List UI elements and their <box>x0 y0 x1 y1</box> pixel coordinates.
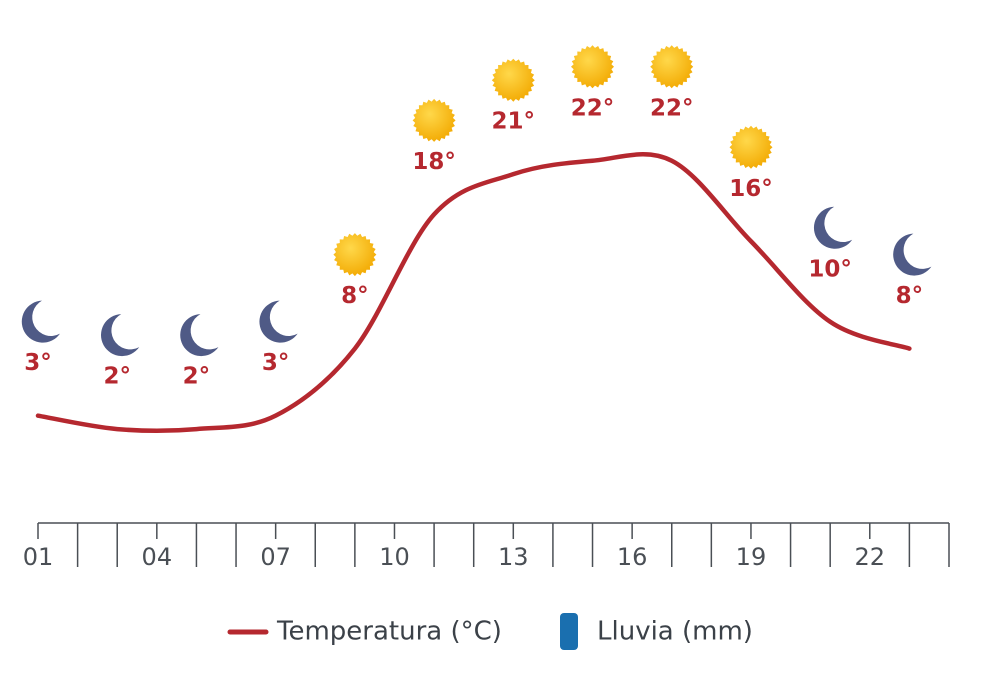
legend-label: Lluvia (mm) <box>597 617 753 647</box>
sun-icon <box>333 233 377 277</box>
value-label: 2° <box>183 364 211 390</box>
value-label: 2° <box>103 364 131 390</box>
value-label: 3° <box>262 350 290 376</box>
sun-icon <box>650 45 694 89</box>
value-label: 22° <box>571 95 615 121</box>
moon-icon <box>100 314 140 357</box>
moon-icon <box>180 314 219 357</box>
value-label: 16° <box>729 176 773 202</box>
sun-icon <box>491 58 535 102</box>
moon-icon <box>893 233 932 276</box>
sun-icon <box>571 45 614 89</box>
temperature-line <box>35 152 912 433</box>
sun-icon <box>729 125 773 169</box>
x-tick-label: 01 <box>23 543 54 571</box>
x-tick-label: 19 <box>736 543 767 571</box>
x-tick-label: 13 <box>498 543 529 571</box>
sun-icon <box>412 98 456 142</box>
legend-label: Temperatura (°C) <box>276 617 502 647</box>
value-label: 18° <box>412 149 456 175</box>
value-label: 10° <box>808 256 852 282</box>
value-label: 3° <box>24 350 52 376</box>
moon-icon <box>259 300 298 343</box>
moon-icon <box>21 300 60 343</box>
x-tick-label: 07 <box>260 543 291 571</box>
value-label: 22° <box>650 95 694 121</box>
value-label: 8° <box>341 283 369 309</box>
x-tick-label: 22 <box>855 543 886 571</box>
moon-icon <box>813 206 853 249</box>
x-tick-label: 10 <box>379 543 410 571</box>
value-label: 21° <box>492 109 536 135</box>
x-tick-label: 04 <box>142 543 173 571</box>
value-label: 8° <box>896 283 924 309</box>
legend-bar <box>560 613 578 650</box>
x-tick-label: 16 <box>617 543 648 571</box>
